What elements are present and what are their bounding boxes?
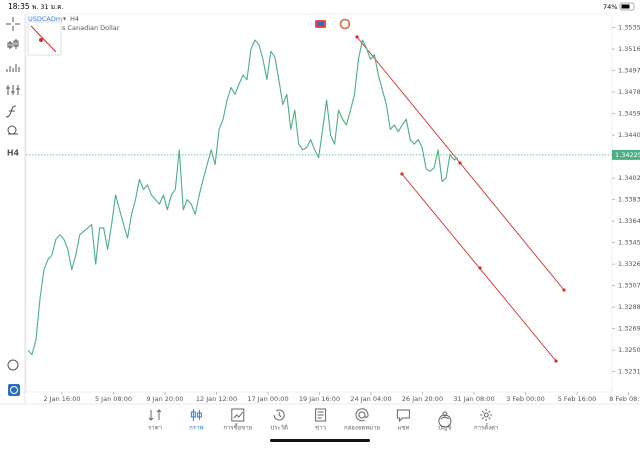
trend-point	[478, 266, 482, 270]
battery-icon	[619, 2, 635, 11]
indicator-icon[interactable]	[339, 18, 351, 30]
tab-label[interactable]: ประวัติ	[270, 425, 288, 432]
toolbar-timeframe[interactable]: H4	[7, 149, 20, 158]
y-tick-label: 1.34970	[618, 67, 640, 75]
tab-icon[interactable]	[480, 409, 493, 421]
battery-level	[621, 4, 630, 9]
y-tick-label: 1.34590	[618, 110, 640, 118]
x-tick-label: 19 Jan 16:00	[299, 395, 340, 403]
status-time: 18:35	[8, 2, 30, 11]
tab-label[interactable]: แชท	[397, 425, 409, 432]
trend-point	[400, 172, 404, 176]
trend-point	[458, 161, 462, 165]
plot-frame	[25, 13, 613, 393]
x-tick-label: 12 Jan 12:00	[196, 395, 237, 403]
trend-point	[562, 288, 566, 292]
tab-label[interactable]: ราคา	[148, 425, 162, 432]
tab-icon[interactable]	[355, 408, 369, 422]
y-tick-label: 1.33260	[618, 260, 640, 268]
tab-icon[interactable]	[231, 408, 245, 422]
tab-label[interactable]: กราฟ	[189, 425, 203, 432]
symbol-timeframe: H4	[70, 15, 79, 23]
app-icon[interactable]	[8, 384, 20, 396]
x-tick-label: 3 Feb 00:00	[506, 395, 545, 403]
y-tick-label: 1.33450	[618, 239, 640, 247]
y-tick-label: 1.34400	[618, 131, 640, 139]
price-line	[27, 39, 459, 356]
x-tick-label: 31 Jan 08:00	[453, 395, 494, 403]
crosshair-icon[interactable]	[6, 17, 20, 31]
status-battery: 74%	[603, 3, 617, 11]
symbol-name[interactable]: USDCADm	[28, 15, 62, 23]
y-tick-label: 1.35350	[618, 24, 640, 32]
x-tick-label: 5 Jan 08:00	[95, 395, 132, 403]
y-tick-label: 1.32880	[618, 303, 640, 311]
symbol-arrow: ▾	[63, 16, 66, 23]
current-price-label: 1.34225	[615, 151, 640, 159]
tab-label[interactable]: กล่องจดหมาย	[344, 425, 380, 432]
preview-line	[30, 25, 57, 53]
x-tick-label: 17 Jan 00:00	[247, 395, 288, 403]
y-tick-label: 1.35160	[618, 45, 640, 53]
tab-icon[interactable]	[148, 409, 162, 421]
tab-label[interactable]: การซื้อขาย	[223, 422, 252, 432]
current-price-box	[612, 149, 640, 160]
home-indicator	[270, 439, 370, 442]
tab-icon[interactable]	[396, 409, 410, 423]
y-tick-label: 1.32500	[618, 346, 640, 354]
x-tick-label: 5 Feb 16:00	[558, 395, 597, 403]
tab-icons	[148, 408, 493, 428]
y-tick-label: 1.34020	[618, 174, 640, 182]
y-tick-label: 1.34780	[618, 88, 640, 96]
trend-point	[355, 35, 359, 39]
object-preview[interactable]	[27, 21, 62, 56]
x-tick-label: 8 Feb 08:00	[609, 395, 640, 403]
objects-icon[interactable]	[7, 125, 17, 135]
y-tick-label: 1.33640	[618, 217, 640, 225]
volume-icon[interactable]	[6, 64, 20, 72]
flag-inner	[317, 22, 324, 26]
x-tick-label: 9 Jan 20:00	[146, 395, 183, 403]
tab-label[interactable]: การตั้งค่า	[474, 422, 498, 432]
indicators-icon[interactable]	[6, 85, 20, 95]
y-tick-label: 1.33830	[618, 196, 640, 204]
tab-label[interactable]: บัญชี	[438, 424, 451, 432]
toolbar-icons	[5, 17, 20, 371]
y-tick-label: 1.32310	[618, 368, 640, 376]
function-icon[interactable]	[5, 105, 17, 118]
trend-point	[554, 359, 558, 363]
tab-icon[interactable]	[190, 409, 202, 421]
tab-icon[interactable]	[315, 408, 327, 422]
x-tick-label: 26 Jan 20:00	[402, 395, 443, 403]
x-tick-label: 24 Jan 04:00	[350, 395, 391, 403]
status-date: พ. 31 ม.ค.	[32, 3, 64, 11]
tab-icon[interactable]	[438, 411, 452, 428]
tab-icon[interactable]	[273, 409, 285, 421]
y-tick-label: 1.33070	[618, 282, 640, 290]
preview-dot	[39, 38, 43, 42]
trend-points	[355, 35, 566, 363]
trend-lines	[356, 36, 565, 362]
trader-icon[interactable]	[7, 359, 19, 371]
symbol-description: s Canadian Dollar	[62, 24, 120, 32]
y-tick-label: 1.32690	[618, 325, 640, 333]
tab-label[interactable]: ข่าว	[315, 425, 326, 432]
chart-type-icon[interactable]	[7, 39, 19, 49]
x-tick-label: 2 Jan 16:00	[43, 395, 80, 403]
app-icon-ring	[10, 386, 18, 394]
